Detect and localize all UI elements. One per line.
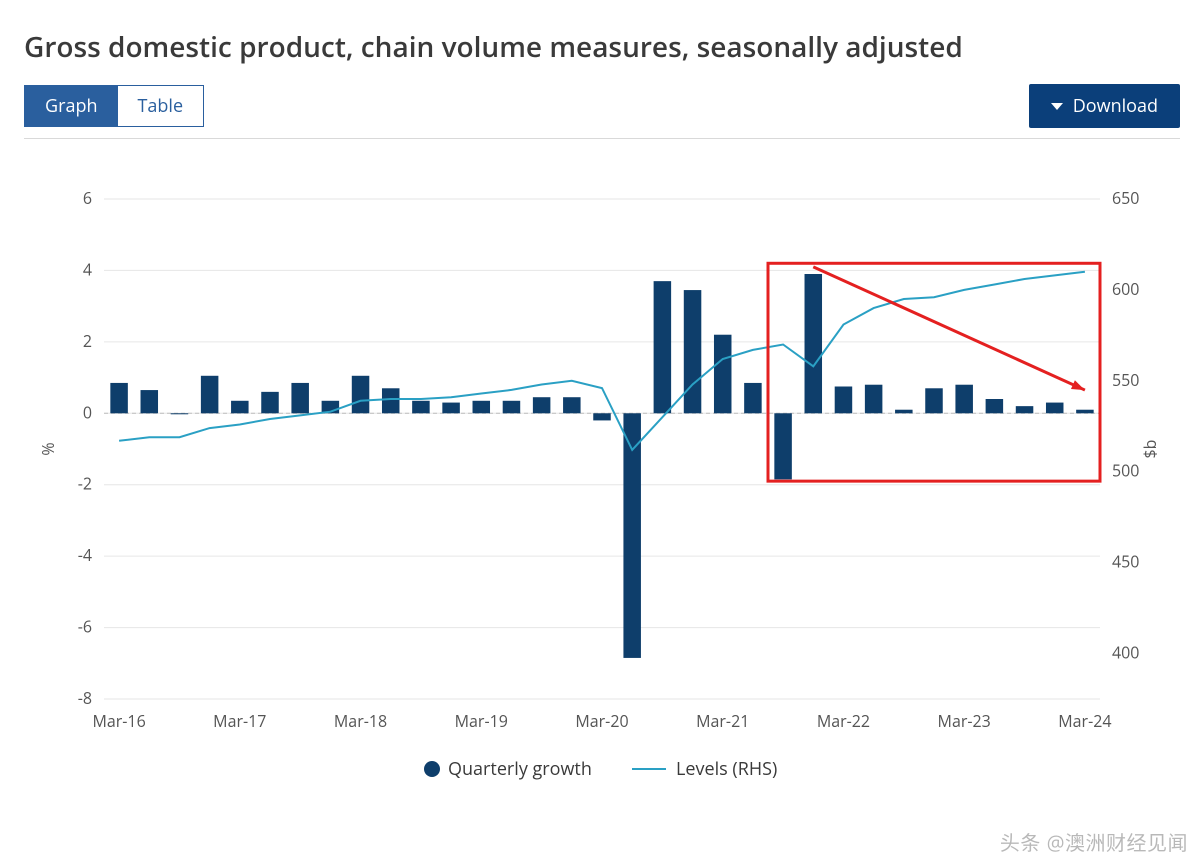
bar [201,376,219,414]
tab-group: Graph Table [24,85,204,127]
svg-text:Mar-22: Mar-22 [817,710,870,732]
bar [473,401,491,414]
bar [412,401,430,414]
bar [895,410,913,414]
bar [986,399,1004,413]
bar [563,397,581,413]
bar [1076,410,1094,414]
svg-text:500: 500 [1112,460,1139,482]
bar [110,383,128,413]
bar [744,383,762,413]
svg-text:Mar-18: Mar-18 [334,710,387,732]
chart: -8 -6 -4 -2 0 2 4 6 400 450 500 550 600 650 Mar-16 Mar-… [24,189,1180,829]
svg-text:-6: -6 [78,616,92,638]
bar [291,383,309,413]
svg-text:650: 650 [1112,189,1139,209]
svg-text:Mar-23: Mar-23 [938,710,991,732]
bar [805,274,823,413]
divider [24,138,1180,139]
svg-text:Mar-16: Mar-16 [92,710,145,732]
bar [835,387,853,414]
bar [382,388,400,413]
arrowhead-icon [1071,380,1085,390]
svg-text:-4: -4 [78,544,92,566]
bar [503,401,521,414]
watermark: 头条 @澳洲财经见闻 [1000,827,1188,856]
bar [141,390,159,413]
legend-line-label: Levels (RHS) [676,757,777,781]
svg-text:450: 450 [1112,551,1139,573]
svg-text:Mar-19: Mar-19 [455,710,508,732]
bar [1046,403,1064,414]
svg-text:2: 2 [83,330,92,352]
trend-arrow [813,267,1085,390]
svg-text:4: 4 [83,258,92,280]
bar [231,401,249,414]
line-series [119,272,1085,450]
svg-text:Mar-21: Mar-21 [696,710,749,732]
legend-bar-label: Quarterly growth [448,757,592,781]
page-title: Gross domestic product, chain volume mea… [24,28,1180,66]
svg-text:$b: $b [1139,440,1161,459]
bar [865,385,883,414]
svg-text:-8: -8 [78,687,92,709]
svg-text:-2: -2 [78,473,92,495]
chevron-down-icon [1051,103,1063,110]
tab-graph[interactable]: Graph [25,86,118,126]
chart-svg: -8 -6 -4 -2 0 2 4 6 400 450 500 550 600 650 Mar-16 Mar-… [24,189,1180,829]
bar [593,413,611,420]
svg-text:400: 400 [1112,642,1139,664]
svg-text:0: 0 [83,401,92,423]
bar [261,392,279,413]
bar [352,376,370,414]
toolbar: Graph Table Download [24,84,1180,128]
download-label: Download [1073,94,1158,118]
download-button[interactable]: Download [1029,84,1180,128]
bar [533,397,551,413]
bar [714,335,732,414]
svg-text:Mar-20: Mar-20 [575,710,628,732]
svg-text:Mar-24: Mar-24 [1058,710,1111,732]
svg-text:6: 6 [83,189,92,209]
bar [774,413,792,479]
bar [955,385,973,414]
bar [171,413,189,414]
svg-text:550: 550 [1112,369,1139,391]
bar [1016,406,1034,413]
svg-text:%: % [37,442,59,455]
legend-bar-icon [424,761,440,777]
tab-table[interactable]: Table [118,86,204,126]
bar [684,290,702,413]
bar [654,281,672,413]
bar [442,403,460,414]
svg-text:600: 600 [1112,278,1139,300]
bar [925,388,943,413]
svg-text:Mar-17: Mar-17 [213,710,266,732]
